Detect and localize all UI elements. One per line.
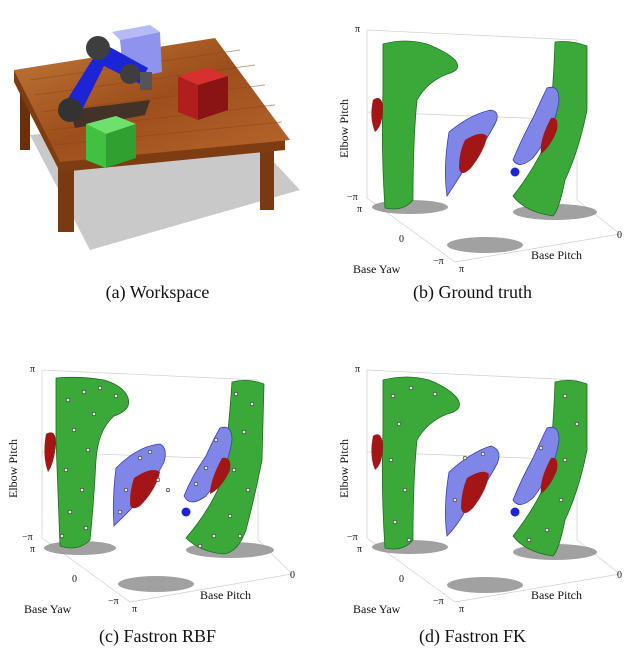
x-tick-min: π <box>459 264 465 275</box>
obstacle-red <box>461 471 489 513</box>
robot-joint <box>58 98 82 122</box>
cspace-plot <box>366 369 621 603</box>
ground-truth-panel: π −π π 0 −π π 0 Elbow Pitch Base Yaw Bas… <box>315 0 630 315</box>
y-tick-max: π <box>30 544 36 555</box>
y-axis-label: Base Yaw <box>353 602 401 616</box>
obstacle-red <box>371 98 383 132</box>
support-points <box>59 385 255 549</box>
cspace-plot <box>41 369 293 603</box>
x-axis-label: Base Pitch <box>531 588 582 602</box>
y-tick-max: π <box>357 204 363 215</box>
obstacle-red <box>540 457 558 494</box>
workspace-illustration <box>14 25 300 250</box>
z-axis-label: Elbow Pitch <box>6 439 20 498</box>
arm-shadow <box>70 100 150 128</box>
caption-workspace: (a) Workspace <box>105 282 210 302</box>
obstacle-red <box>540 117 558 154</box>
z-tick-max: π <box>355 24 361 35</box>
obstacle-red <box>210 457 231 494</box>
robot-gripper <box>140 72 152 90</box>
x-tick-zero: 0 <box>617 570 622 581</box>
obstacle-red <box>459 133 487 173</box>
free-region <box>381 376 460 550</box>
y-tick-min: −π <box>433 596 444 607</box>
fastron-fk-panel: π −π π 0 −π π 0 Elbow Pitch Base Yaw Bas… <box>315 340 630 652</box>
y-axis-label: Base Yaw <box>24 602 72 616</box>
robot-config-marker <box>181 507 191 517</box>
table-leg <box>260 140 274 210</box>
y-tick-zero: 0 <box>399 234 404 245</box>
free-region <box>55 376 130 549</box>
y-tick-zero: 0 <box>399 574 404 585</box>
obstacle-red <box>371 434 383 470</box>
obstacle-blue <box>512 86 560 165</box>
x-tick-zero: 0 <box>290 570 295 581</box>
fastron-rbf-panel: π −π π 0 −π π 0 Elbow Pitch Base Yaw Bas… <box>0 340 315 652</box>
support-points <box>388 385 580 543</box>
red-box-front <box>178 76 198 120</box>
robot-joint <box>86 36 110 60</box>
blue-box-top <box>112 25 160 40</box>
x-tick-min: π <box>459 604 465 615</box>
y-tick-max: π <box>357 544 363 555</box>
red-box-side <box>198 76 228 120</box>
green-box-side <box>106 124 136 168</box>
robot-arm <box>62 46 148 110</box>
table-leg <box>20 90 30 150</box>
x-tick-zero: 0 <box>617 230 622 241</box>
y-tick-zero: 0 <box>72 574 77 585</box>
shadows <box>44 541 274 592</box>
workspace-panel: (a) Workspace <box>0 0 315 302</box>
z-axis-label: Elbow Pitch <box>337 439 351 498</box>
z-tick-max: π <box>30 364 36 375</box>
robot-config-marker <box>510 167 520 177</box>
green-box-front <box>86 124 106 168</box>
obstacle-red <box>44 432 56 472</box>
table-top <box>14 38 290 162</box>
x-axis-label: Base Pitch <box>200 588 251 602</box>
obstacle-red <box>130 470 160 509</box>
caption-fastron-fk: (d) Fastron FK <box>419 626 526 646</box>
obstacle-blue <box>512 426 560 505</box>
z-tick-min: −π <box>347 192 358 203</box>
green-box-top <box>86 116 136 134</box>
free-region <box>381 40 459 210</box>
y-tick-min: −π <box>108 596 119 607</box>
robot-config-marker <box>510 507 520 517</box>
red-box-top <box>178 68 228 85</box>
caption-fastron-rbf: (c) Fastron RBF <box>99 626 216 646</box>
y-axis-label: Base Yaw <box>353 262 401 276</box>
caption-ground-truth: (b) Ground truth <box>413 282 532 302</box>
y-tick-min: −π <box>433 256 444 267</box>
z-tick-min: −π <box>22 532 33 543</box>
x-axis-label: Base Pitch <box>531 248 582 262</box>
robot-joint <box>120 64 140 84</box>
z-tick-min: −π <box>347 532 358 543</box>
z-axis-label: Elbow Pitch <box>337 99 351 158</box>
z-tick-max: π <box>355 364 361 375</box>
cspace-plot <box>366 29 621 263</box>
x-tick-min: π <box>132 604 138 615</box>
